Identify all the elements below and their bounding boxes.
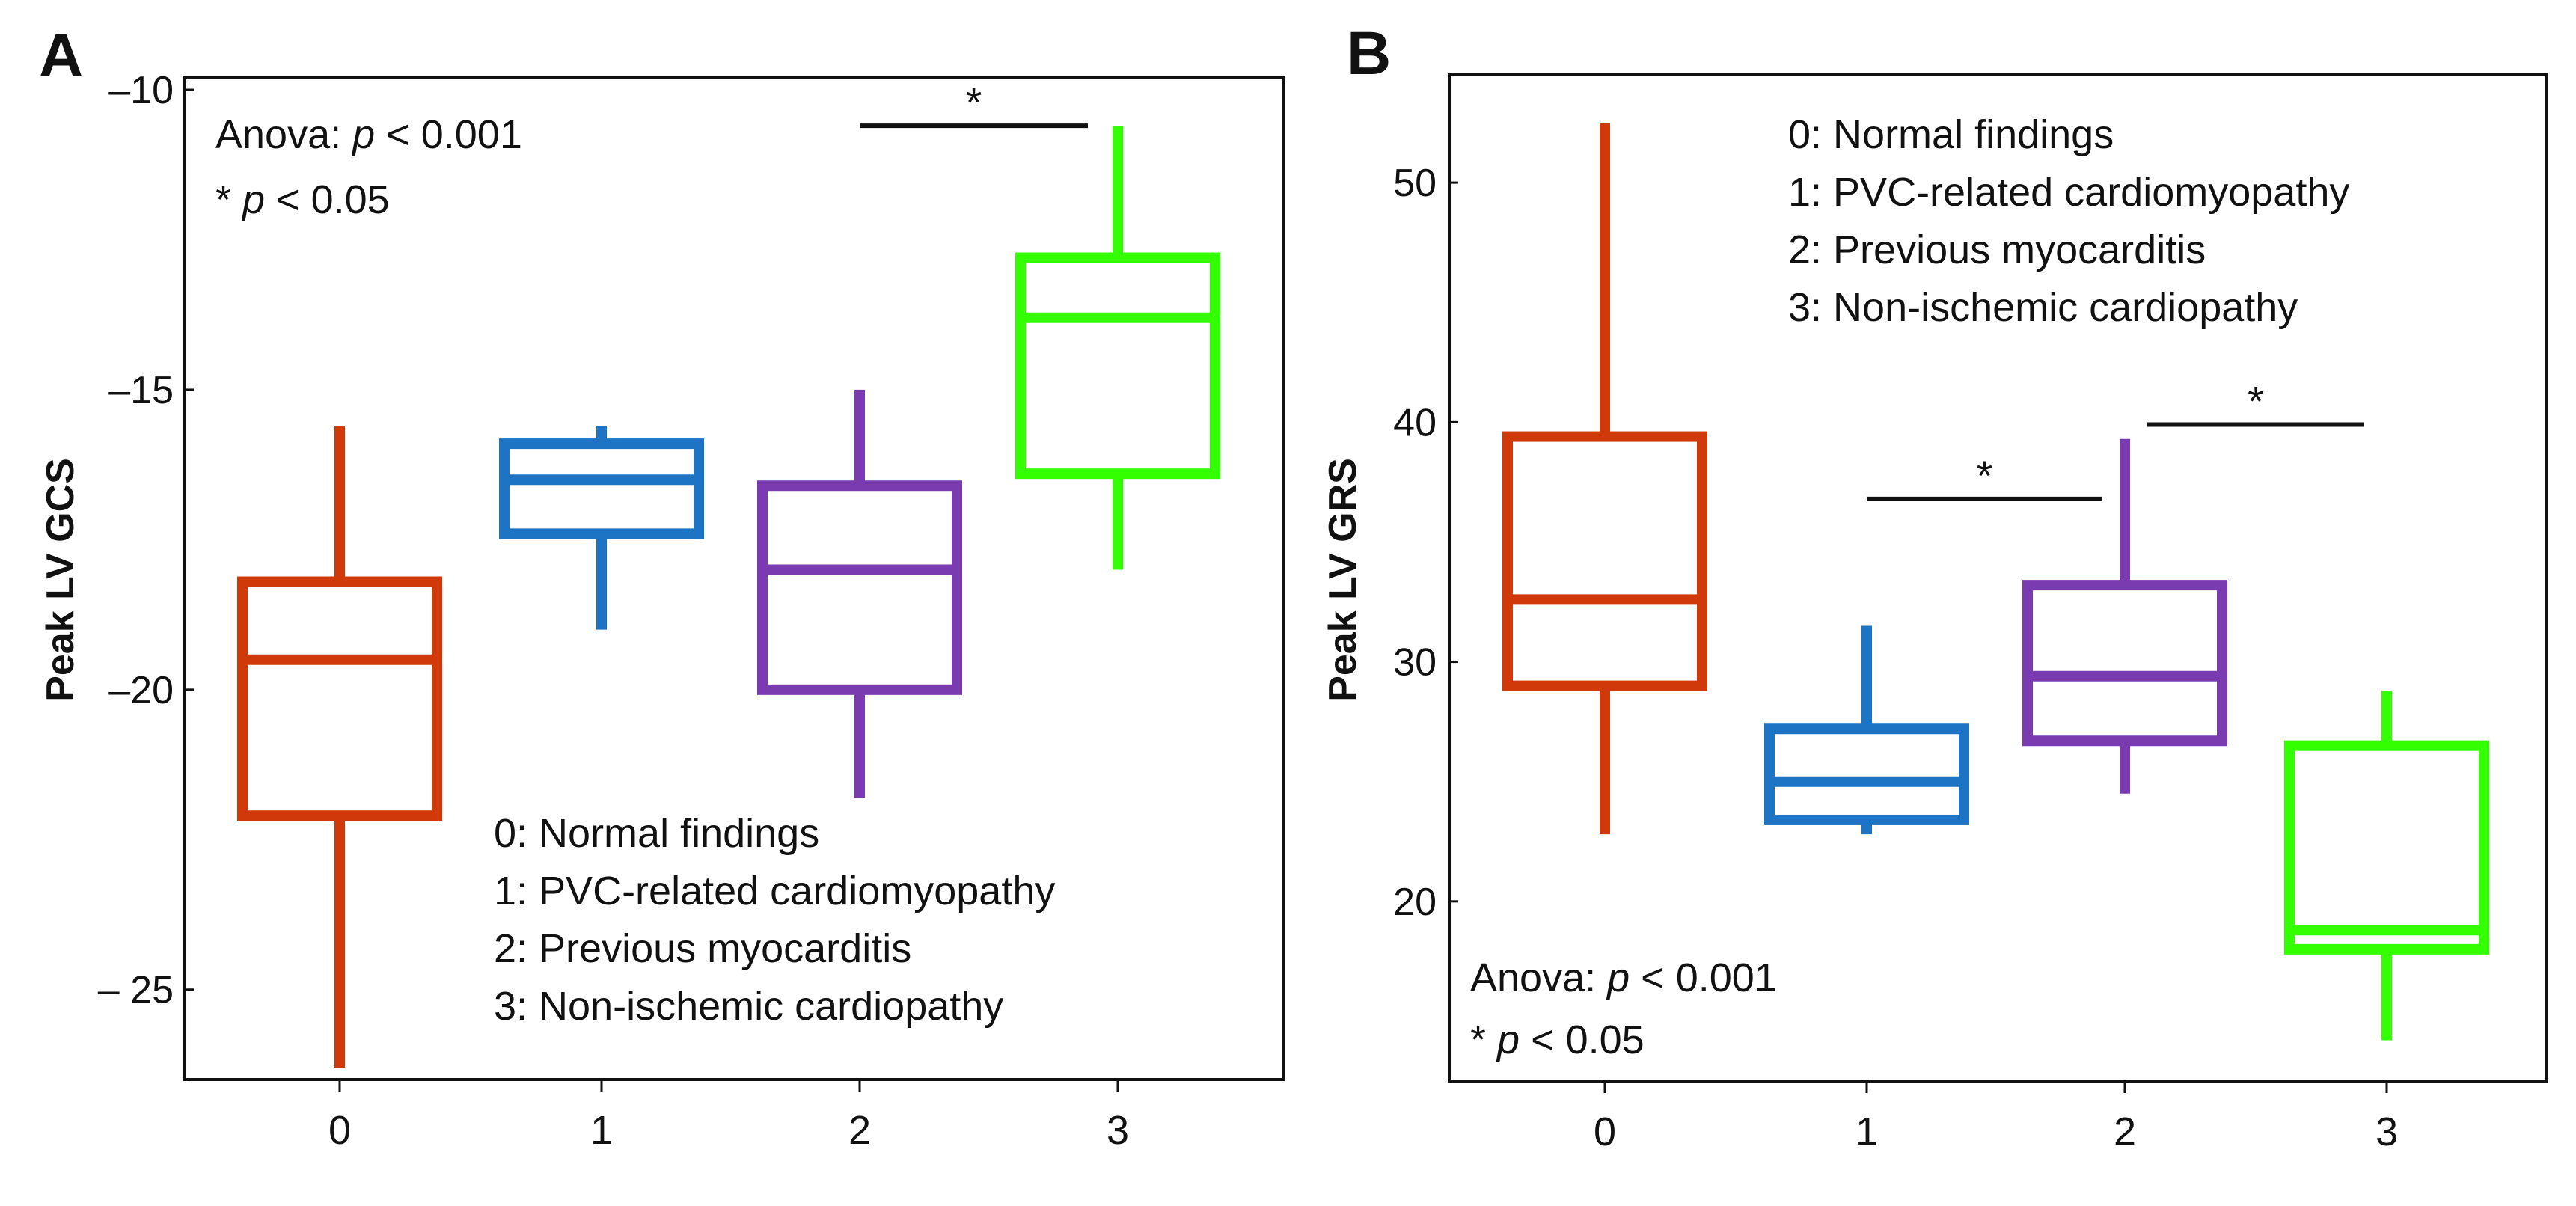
y-tick-label: 30 [1393, 641, 1437, 685]
panel-letter: B [1347, 19, 1391, 88]
panel-a: A Peak LV GCS –10 –15 –20 – 25 0 1 2 3 * Anova: p <… [39, 22, 1285, 1153]
legend-entry: 0: Normal findings [494, 811, 819, 856]
y-tick-label: – 25 [98, 969, 174, 1012]
box-iqr [2022, 580, 2227, 747]
box-2 [757, 389, 962, 798]
plot-frame [183, 76, 1285, 1081]
box-iqr [757, 480, 962, 695]
box-3 [2284, 691, 2489, 1041]
panel-letter: A [39, 22, 83, 90]
x-tick-label: 1 [1855, 1109, 1878, 1154]
box-iqr [2284, 740, 2489, 955]
box-0 [237, 426, 442, 1068]
y-tick-label: –10 [108, 69, 174, 112]
box-iqr [499, 438, 704, 539]
box-iqr [1015, 252, 1220, 480]
anova-text: Anova: p < 0.001 [1470, 955, 1777, 1000]
x-tick-label: 2 [2114, 1109, 2136, 1154]
legend-entry: 2: Previous myocarditis [494, 926, 911, 971]
y-tick-label: 20 [1393, 881, 1437, 924]
legend-entry: 1: PVC-related cardiomyopathy [494, 869, 1055, 913]
y-axis-label: Peak LV GCS [39, 458, 82, 702]
box-iqr [1502, 431, 1707, 691]
y-tick-label: 40 [1393, 401, 1437, 444]
box-0 [1502, 123, 1707, 835]
y-tick-label: –20 [108, 669, 174, 712]
legend-entry: 2: Previous myocarditis [1788, 227, 2206, 272]
box-2 [2022, 438, 2227, 794]
legend-entry: 0: Normal findings [1788, 112, 2114, 157]
x-tick-label: 1 [590, 1108, 613, 1153]
plot-frame [1448, 73, 2548, 1083]
panel-b: B Peak LV GRS 20 30 40 50 0 1 2 3 * * Anova: p < 0.0… [1321, 19, 2548, 1154]
x-tick-label: 3 [2375, 1109, 2398, 1154]
x-tick-label: 3 [1107, 1108, 1129, 1153]
anova-text: Anova: p < 0.001 [215, 112, 522, 157]
x-tick-label: 2 [848, 1108, 871, 1153]
legend-entry: 1: PVC-related cardiomyopathy [1788, 170, 2349, 215]
significance-star: * [1977, 452, 1993, 499]
box-3 [1015, 126, 1220, 570]
box-iqr [1764, 723, 1969, 825]
box-1 [499, 426, 704, 630]
box-1 [1764, 625, 1969, 835]
legend-entry: 3: Non-ischemic cardiopathy [1788, 285, 2298, 330]
y-tick-label: 50 [1393, 162, 1437, 205]
box-iqr [237, 576, 442, 821]
x-tick-label: 0 [328, 1108, 351, 1153]
x-tick-label: 0 [1594, 1109, 1616, 1154]
significance-star: * [2248, 378, 2264, 425]
significance-note: * p < 0.05 [1470, 1017, 1645, 1062]
significance-star: * [966, 79, 982, 126]
y-tick-label: –15 [108, 369, 174, 412]
significance-note: * p < 0.05 [215, 177, 390, 222]
legend-entry: 3: Non-ischemic cardiopathy [494, 984, 1003, 1029]
y-axis-label: Peak LV GRS [1321, 458, 1365, 702]
